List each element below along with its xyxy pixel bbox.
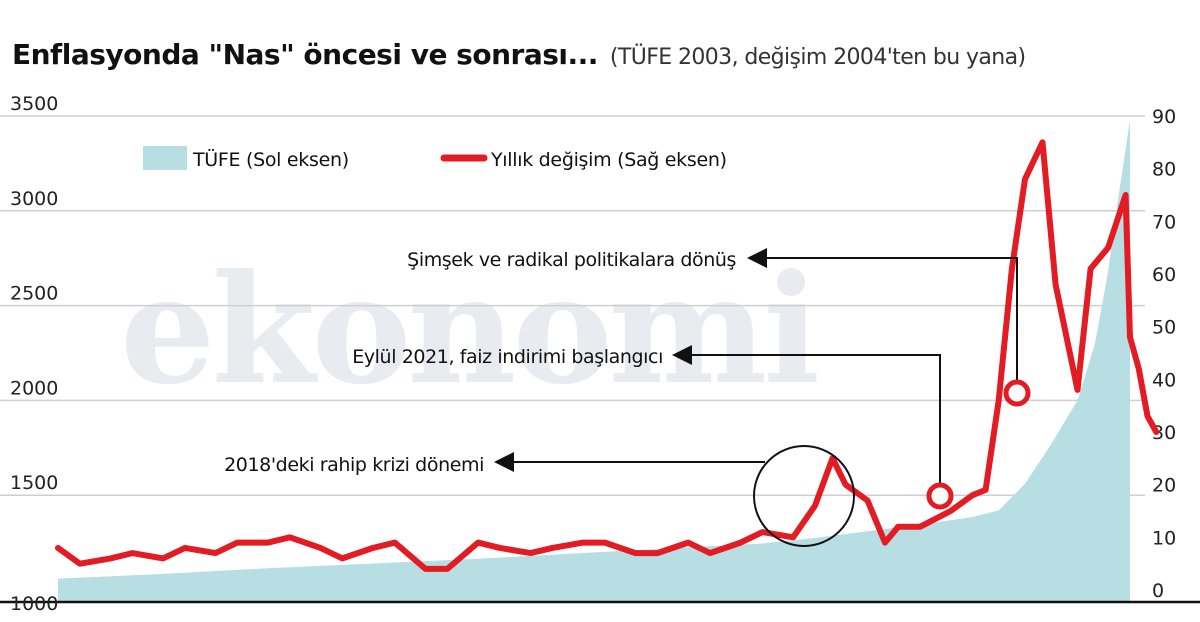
annotation-marker-simsek: [1003, 379, 1031, 407]
annotation-arrowhead-rate-cut: [672, 345, 692, 365]
right-tick-label: 60: [1152, 264, 1176, 286]
legend: TÜFE (Sol eksen) Yıllık değişim (Sağ eks…: [143, 146, 727, 171]
cpi-area: [58, 119, 1130, 603]
right-tick-label: 0: [1152, 580, 1164, 602]
chart-subtitle: (TÜFE 2003, değişim 2004'ten bu yana): [609, 45, 1026, 70]
right-axis-ticks: 0 10 20 30 40 50 60 70 80 90: [1152, 106, 1176, 602]
left-tick-label: 2500: [10, 283, 58, 305]
right-tick-label: 70: [1152, 211, 1176, 233]
right-tick-label: 50: [1152, 317, 1176, 339]
right-tick-label: 20: [1152, 475, 1176, 497]
right-tick-label: 40: [1152, 369, 1176, 391]
left-tick-label: 1000: [10, 593, 58, 615]
left-tick-label: 2000: [10, 377, 58, 399]
right-tick-label: 80: [1152, 159, 1176, 181]
right-tick-label: 90: [1152, 106, 1176, 128]
annual-change-line: [55, 139, 1160, 572]
chart-title: Enflasyonda "Nas" öncesi ve sonrası...: [12, 38, 598, 71]
annotation-arrow-simsek: [765, 257, 1018, 393]
left-tick-label: 3000: [10, 188, 58, 210]
left-axis-ticks: 1000 1500 2000 2500 3000 3500: [10, 93, 58, 615]
grid-lines: [0, 115, 1145, 496]
left-tick-label: 3500: [10, 93, 58, 115]
legend-area-swatch: [143, 146, 187, 170]
watermark-text: ekonomi: [120, 242, 817, 418]
left-tick-label: 1500: [10, 472, 58, 494]
legend-label-change: Yıllık değişim (Sağ eksen): [490, 149, 727, 171]
annotations: Şimşek ve radikal politikalara dönüş Eyl…: [224, 248, 1031, 547]
annotation-circle-pastor: [753, 445, 855, 547]
legend-label-cpi: TÜFE (Sol eksen): [192, 148, 349, 171]
annotation-pastor-crisis: 2018'deki rahip krizi dönemi: [224, 454, 484, 476]
annotation-arrow-rate-cut: [690, 354, 941, 492]
annotation-arrowhead-pastor: [494, 452, 514, 472]
annotation-marker-rate-cut: [926, 482, 954, 510]
right-tick-label: 10: [1152, 527, 1176, 549]
right-tick-label: 30: [1152, 422, 1176, 444]
annotation-rate-cut: Eylül 2021, faiz indirimi başlangıcı: [352, 346, 663, 368]
annotation-simsek: Şimşek ve radikal politikalara dönüş: [407, 249, 736, 271]
annotation-arrowhead-simsek: [747, 248, 767, 268]
title-row: Enflasyonda "Nas" öncesi ve sonrası... (T…: [12, 38, 1026, 78]
